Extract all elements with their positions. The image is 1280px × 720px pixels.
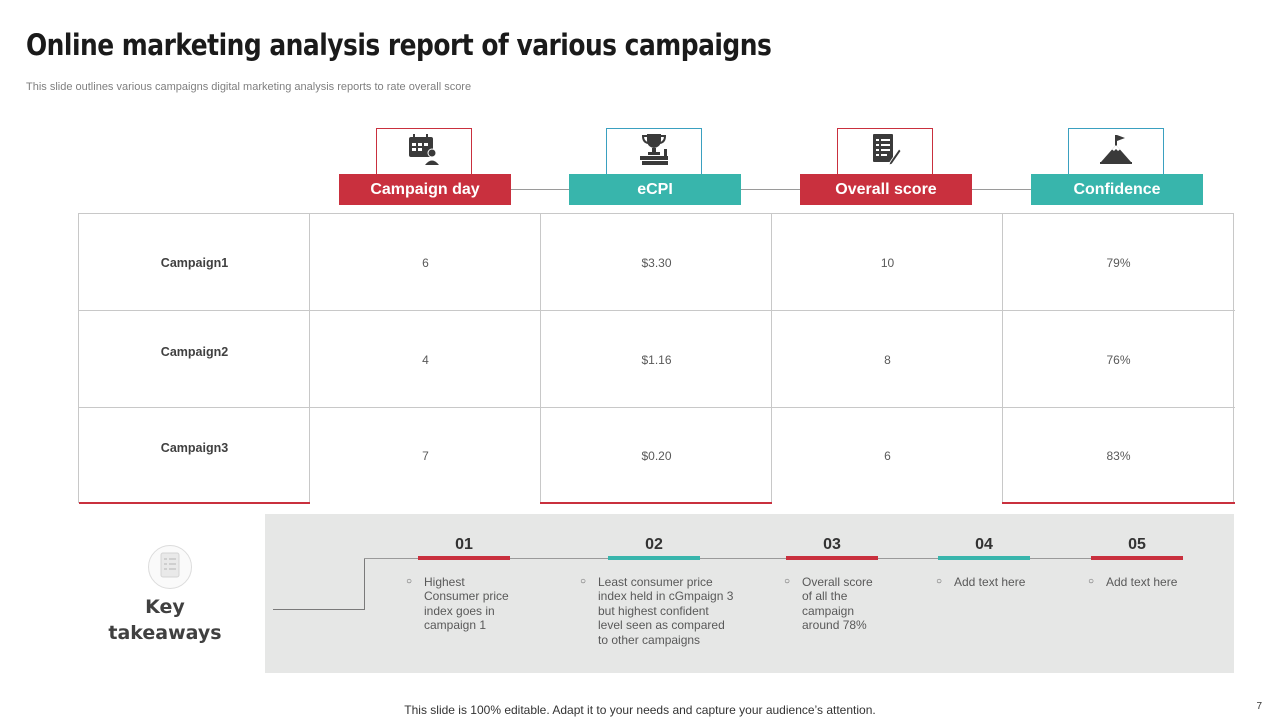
document-list-icon: [157, 551, 183, 584]
mountain-flag-icon: [1099, 132, 1133, 171]
table-divider: [1233, 214, 1234, 504]
campaign-table: Campaign1 6 $3.30 10 79% Campaign2 4 $1.…: [78, 213, 1235, 504]
row-label-campaign3: Campaign3: [160, 441, 229, 455]
cell-overall-score: 10: [880, 256, 895, 270]
takeaway-text: Overall score of all the campaign around…: [802, 575, 873, 633]
cell-campaign-day: 4: [422, 353, 429, 367]
row-label-campaign2: Campaign2: [160, 345, 229, 359]
takeaway-accent-bar: [608, 556, 700, 560]
bullet-circle-icon: ○: [1088, 576, 1095, 587]
checklist-pen-icon: [868, 132, 902, 171]
takeaway-accent-bar: [786, 556, 878, 560]
table-divider: [309, 214, 310, 504]
bullet-circle-icon: ○: [936, 576, 943, 587]
key-takeaways-label: Key takeaways: [92, 594, 238, 646]
cell-overall-score: 6: [884, 449, 891, 463]
table-divider: [79, 310, 1235, 311]
takeaway-number: 01: [455, 536, 473, 553]
takeaway-text: Least consumer price index held in cGmpa…: [598, 575, 734, 647]
trophy-books-icon: [637, 132, 671, 171]
table-bottom-gap: [772, 502, 1002, 504]
bullet-circle-icon: ○: [784, 576, 791, 587]
slide-footer: This slide is 100% editable. Adapt it to…: [404, 703, 876, 717]
takeaways-timeline-line: [364, 558, 1182, 559]
row-label-campaign1: Campaign1: [160, 256, 229, 270]
column-icon-box: [376, 128, 472, 174]
cell-campaign-day: 7: [422, 449, 429, 463]
table-bottom-accent: [1002, 502, 1235, 504]
column-icon-box: [606, 128, 702, 174]
takeaway-accent-bar: [418, 556, 510, 560]
table-bottom-accent: [540, 502, 772, 504]
calendar-person-icon: [407, 132, 441, 171]
takeaway-number: 04: [975, 536, 993, 553]
takeaways-icon-circle: [148, 545, 192, 589]
table-divider: [79, 407, 1235, 408]
bullet-circle-icon: ○: [406, 576, 413, 587]
cell-confidence: 76%: [1106, 353, 1131, 367]
cell-ecpi: $3.30: [641, 256, 672, 270]
takeaway-accent-bar: [938, 556, 1030, 560]
takeaway-text: Add text here: [954, 575, 1026, 589]
page-number: 7: [1256, 701, 1262, 712]
column-header-ecpi: eCPI: [569, 174, 741, 205]
takeaway-number: 05: [1128, 536, 1146, 553]
takeaways-panel: [265, 514, 1234, 673]
column-icon-box: [837, 128, 933, 174]
key-takeaways-line1: Key: [145, 596, 185, 618]
table-bottom-gap: [310, 502, 540, 504]
cell-ecpi: $0.20: [641, 449, 672, 463]
table-divider: [540, 214, 541, 504]
takeaway-text: Highest Consumer price index goes in cam…: [424, 575, 509, 633]
table-bottom-accent: [79, 502, 310, 504]
bullet-circle-icon: ○: [580, 576, 587, 587]
cell-ecpi: $1.16: [641, 353, 672, 367]
takeaway-number: 03: [823, 536, 841, 553]
takeaway-text: Add text here: [1106, 575, 1178, 589]
cell-campaign-day: 6: [422, 256, 429, 270]
cell-overall-score: 8: [884, 353, 891, 367]
column-icon-box: [1068, 128, 1164, 174]
slide-title: Online marketing analysis report of vari…: [26, 28, 772, 62]
column-header-overall-score: Overall score: [800, 174, 972, 205]
header-connector-line: [510, 189, 1032, 190]
column-header-confidence: Confidence: [1031, 174, 1203, 205]
takeaways-connector-line: [364, 558, 365, 610]
cell-confidence: 79%: [1106, 256, 1131, 270]
takeaways-connector-line: [273, 609, 365, 610]
cell-confidence: 83%: [1106, 449, 1131, 463]
key-takeaways-line2: takeaways: [108, 622, 222, 644]
slide-subtitle: This slide outlines various campaigns di…: [26, 81, 472, 93]
takeaway-number: 02: [645, 536, 663, 553]
table-divider: [1002, 214, 1003, 504]
table-divider: [771, 214, 772, 504]
column-header-campaign-day: Campaign day: [339, 174, 511, 205]
takeaway-accent-bar: [1091, 556, 1183, 560]
